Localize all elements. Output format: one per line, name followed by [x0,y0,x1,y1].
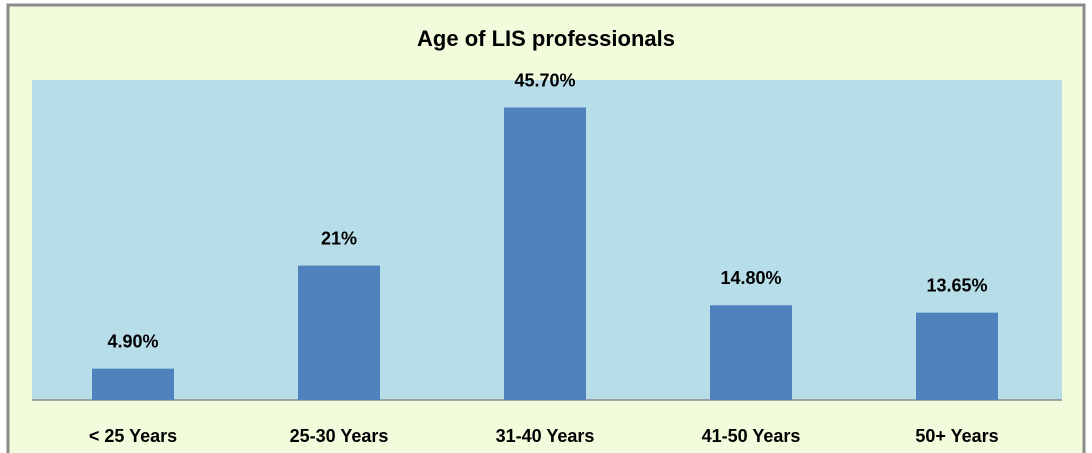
x-tick-label: < 25 Years [89,426,177,446]
x-tick-label: 25-30 Years [290,426,389,446]
data-label: 13.65% [926,275,987,295]
x-tick-label: 41-50 Years [702,426,801,446]
bar [710,305,792,400]
chart-title: Age of LIS professionals [417,26,675,51]
bar [298,265,380,400]
x-tick-label: 50+ Years [915,426,998,446]
data-label: 21% [321,228,357,248]
bar [916,312,998,400]
bar [92,368,174,400]
x-tick-label: 31-40 Years [496,426,595,446]
bar [504,107,586,401]
data-label: 14.80% [720,268,781,288]
data-label: 45.70% [514,70,575,90]
data-label: 4.90% [107,331,158,351]
